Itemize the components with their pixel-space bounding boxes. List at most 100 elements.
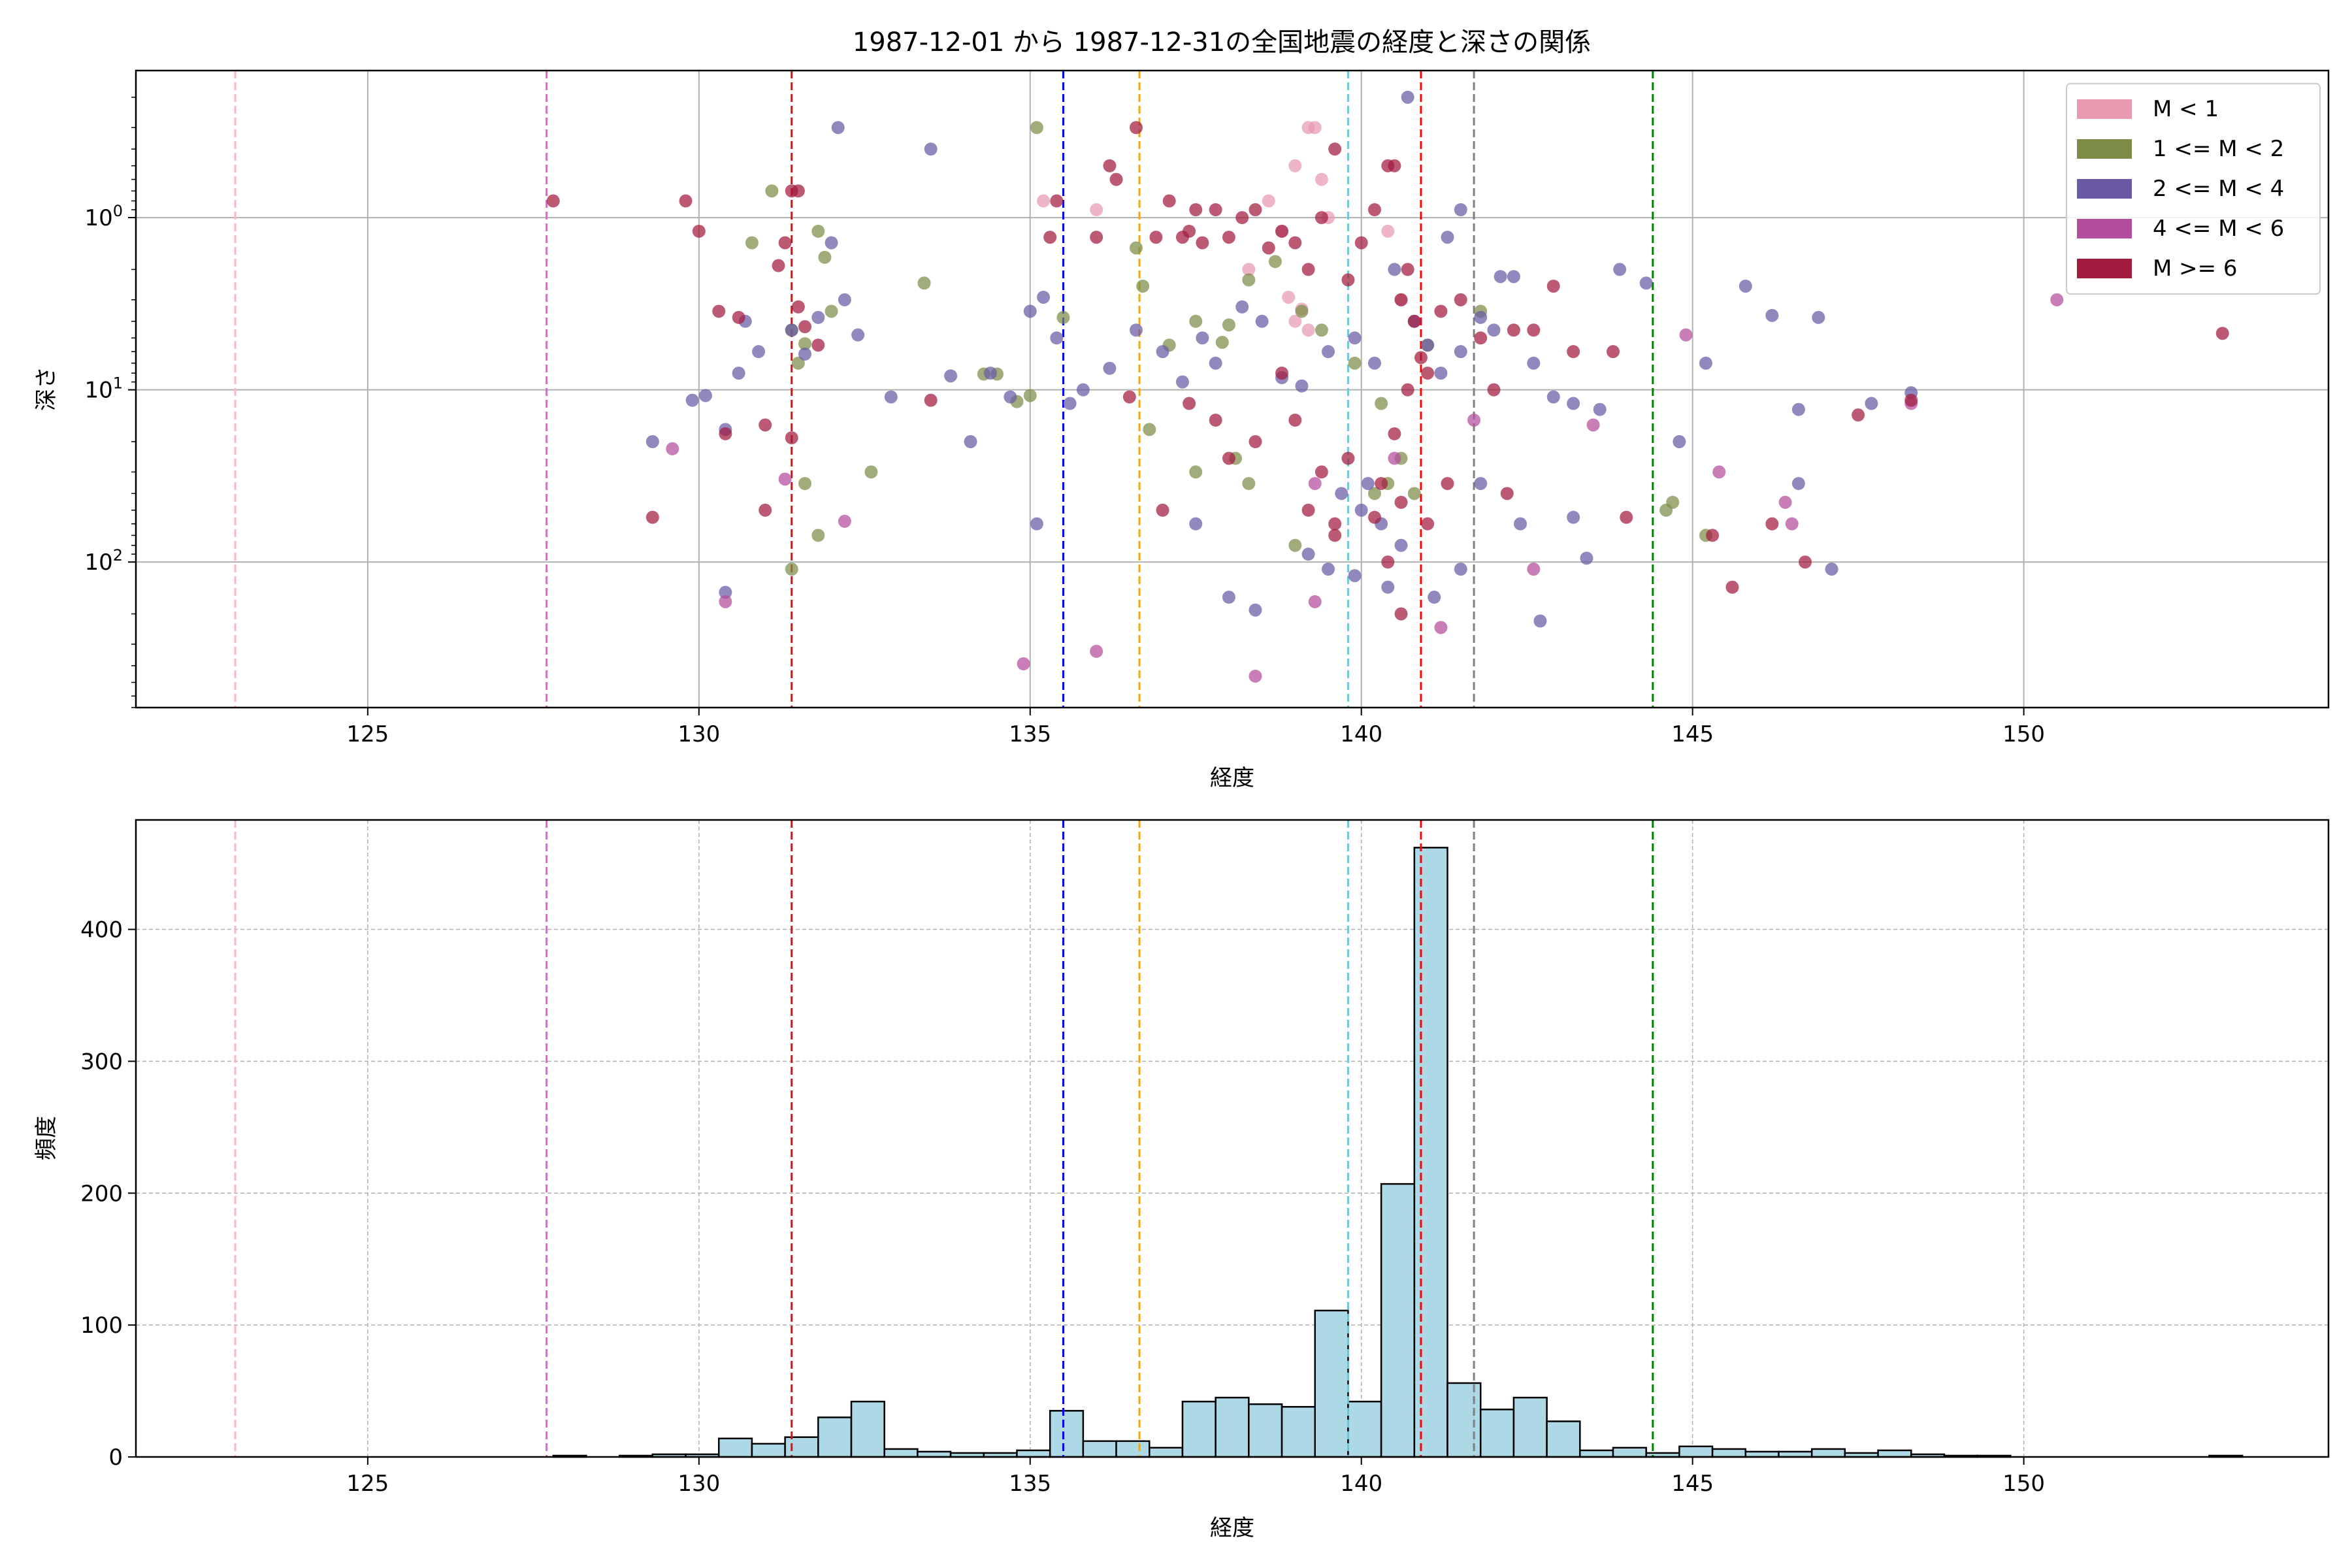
scatter-point <box>1712 465 1726 479</box>
histogram-bar <box>817 1416 853 1458</box>
scatter-point <box>1183 224 1196 238</box>
histogram-bar <box>1579 1449 1614 1458</box>
histogram-y-tick-label: 0 <box>108 1445 123 1471</box>
scatter-point <box>1301 263 1315 276</box>
scatter-point <box>1381 224 1395 238</box>
histogram-ticks: 125 130 135 140 145 150 0 100 200 300 400 <box>80 917 2045 1497</box>
scatter-point <box>1129 121 1143 135</box>
scatter-point <box>1527 563 1541 576</box>
legend-swatch <box>2077 99 2132 119</box>
scatter-point <box>2050 293 2064 306</box>
scatter-point <box>1394 293 1408 306</box>
scatter-point <box>1090 203 1103 217</box>
scatter-point <box>811 338 825 352</box>
histogram-bar <box>1810 1448 1846 1458</box>
scatter-point <box>1076 383 1090 397</box>
scatter-point <box>825 236 838 250</box>
scatter-point <box>1282 290 1296 304</box>
scatter-point <box>1381 580 1395 594</box>
histogram-bar <box>1612 1446 1647 1458</box>
scatter-point <box>1361 477 1375 491</box>
scatter-point <box>1407 314 1421 328</box>
scatter-point <box>1189 314 1203 328</box>
scatter-point <box>798 477 812 491</box>
scatter-point <box>1421 338 1435 352</box>
scatter-ticks: 125 130 135 140 145 150 100 101 102 <box>84 97 2045 747</box>
scatter-point <box>1056 310 1070 324</box>
scatter-point <box>1222 451 1235 465</box>
scatter-point <box>1262 194 1275 208</box>
legend-label: 4 <= M < 6 <box>2153 216 2284 242</box>
scatter-point <box>1109 172 1123 186</box>
scatter-point <box>698 389 712 402</box>
scatter-point <box>1209 203 1222 217</box>
histogram-bar <box>1678 1445 1714 1458</box>
scatter-point <box>1454 345 1467 359</box>
scatter-point <box>1328 529 1342 542</box>
scatter-point <box>1249 203 1262 217</box>
scatter-point <box>1315 172 1328 186</box>
scatter-point <box>1050 194 1064 208</box>
scatter-point <box>838 514 851 528</box>
scatter-point <box>745 236 759 250</box>
histogram-ylabel: 頻度 <box>33 1116 59 1160</box>
scatter-x-tick-label: 150 <box>2002 721 2045 747</box>
scatter-point <box>645 510 659 524</box>
histogram-bar <box>1877 1449 1912 1458</box>
scatter-point <box>1288 538 1302 552</box>
scatter-point <box>1580 551 1593 565</box>
scatter-point <box>1474 477 1488 491</box>
scatter-grid <box>136 71 2328 708</box>
scatter-point <box>1156 503 1169 517</box>
histogram-x-tick-label: 140 <box>1340 1471 1382 1497</box>
scatter-point <box>1030 517 1043 531</box>
scatter-point <box>1288 159 1302 172</box>
scatter-point <box>1090 644 1103 658</box>
scatter-point <box>1812 310 1825 324</box>
scatter-point <box>1242 263 1256 276</box>
scatter-point <box>1507 270 1520 284</box>
scatter-point <box>851 328 865 342</box>
scatter-point <box>1308 595 1322 608</box>
scatter-point <box>1103 361 1117 375</box>
scatter-point <box>1606 345 1620 359</box>
scatter-point <box>1122 390 1136 404</box>
histogram-bar <box>1512 1396 1548 1458</box>
scatter-point <box>798 337 812 351</box>
scatter-x-tick-label: 130 <box>678 721 720 747</box>
scatter-point <box>1288 314 1302 328</box>
scatter-point <box>1367 510 1381 524</box>
histogram-bar <box>1115 1440 1151 1458</box>
scatter-point <box>1381 555 1395 569</box>
scatter-point <box>1017 657 1030 671</box>
histogram-bar <box>1314 1309 1349 1458</box>
histogram-bar <box>1479 1409 1515 1458</box>
scatter-point <box>1407 487 1421 500</box>
scatter-point <box>1328 517 1342 531</box>
scatter-x-tick-label: 125 <box>346 721 389 747</box>
histogram-bar <box>1181 1400 1217 1458</box>
histogram-bar <box>1049 1410 1085 1458</box>
histogram-bar <box>1248 1403 1283 1458</box>
scatter-point <box>1659 503 1673 517</box>
histogram-bar <box>850 1400 885 1458</box>
scatter-point <box>1904 393 1918 407</box>
scatter-point <box>1196 331 1209 345</box>
scatter-point <box>1322 345 1335 359</box>
scatter-point <box>1546 279 1560 293</box>
scatter-point <box>1725 580 1739 594</box>
scatter-point <box>1388 427 1401 440</box>
scatter-point <box>1023 304 1037 318</box>
scatter-point <box>1527 356 1541 370</box>
scatter-point <box>1037 194 1051 208</box>
scatter-point <box>1301 323 1315 337</box>
scatter-legend: M < 1 1 <= M < 2 2 <= M < 4 4 <= M < 6 M >= … <box>2066 83 2321 295</box>
legend-swatch <box>2077 259 2132 278</box>
scatter-point <box>712 304 726 318</box>
histogram-bar <box>1413 847 1448 1458</box>
scatter-point <box>1421 517 1435 531</box>
scatter-point <box>1586 418 1600 432</box>
histogram-y-tick-label: 200 <box>80 1181 123 1207</box>
scatter-y-tick-label: 100 <box>84 202 123 231</box>
